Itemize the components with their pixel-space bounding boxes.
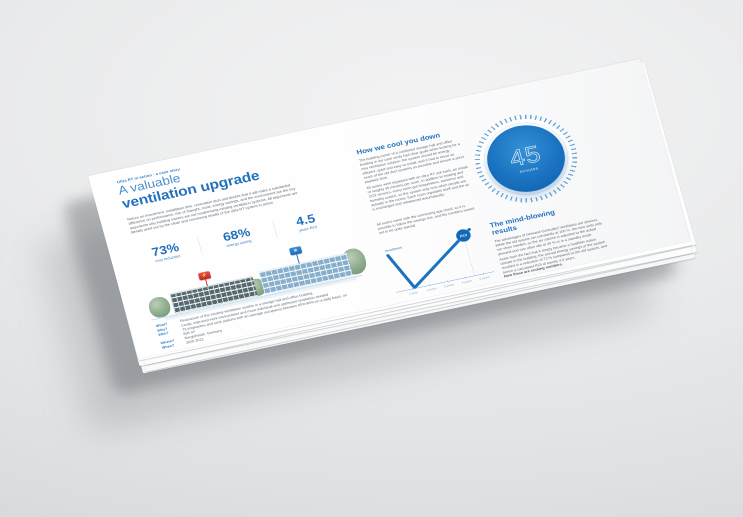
axis-label: 1 year	[409, 290, 419, 295]
ventilation-badge: ❄	[288, 245, 303, 256]
roi-marker	[456, 229, 471, 242]
axis-tick	[429, 284, 431, 287]
axis-tick	[411, 287, 413, 291]
brochure-page: Ultra RT in action - a case story A valu…	[88, 58, 691, 359]
chart-dashed-guide	[464, 239, 475, 276]
stat-cost-reduction: 73% cost reduction	[130, 237, 202, 269]
energy-badge: ⚡	[197, 270, 212, 281]
chart-x-axis	[396, 271, 495, 293]
paper-stack: Ultra RT in action - a case story A valu…	[39, 58, 698, 434]
chart-investment-label: Investment	[384, 246, 402, 253]
axis-tick	[447, 280, 449, 283]
payback-line	[386, 228, 471, 290]
axis-label: 3 years	[443, 282, 455, 288]
payback-chart: Investment 1 year 2 years 3 years 4 year…	[373, 217, 506, 306]
stat-energy-saving: 68% energy saving	[197, 220, 278, 254]
badge-stem	[296, 254, 300, 264]
roi-marker-rim	[455, 228, 472, 243]
lightning-icon: ⚡	[200, 272, 209, 279]
axis-tick	[465, 276, 467, 279]
minutes-dial: 45 minutes	[464, 105, 588, 212]
axis-tick	[482, 272, 484, 276]
axis-label: 2 years	[426, 286, 438, 292]
roi-marker-label: ROI	[459, 233, 467, 238]
fan-icon: ❄	[292, 247, 299, 254]
axis-label: 4 years	[461, 279, 473, 285]
stat-roi: 4.5 years ROI	[273, 207, 340, 238]
axis-label: 5 years	[479, 275, 491, 281]
